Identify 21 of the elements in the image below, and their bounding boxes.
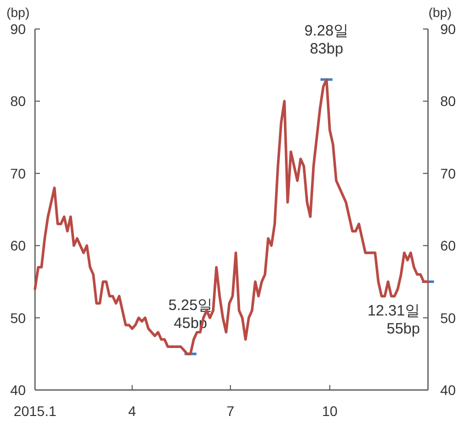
annotation: 9.28일 83bp <box>304 22 349 58</box>
y2-axis-title: (bp) <box>428 5 452 20</box>
y-tick-label: 60 <box>10 238 26 254</box>
y-tick-label: 40 <box>10 382 26 398</box>
y2-tick-label: 70 <box>440 165 456 182</box>
y2-tick-label: 50 <box>440 310 456 326</box>
y2-tick-label: 80 <box>440 93 456 110</box>
y-tick-label: 70 <box>10 165 26 182</box>
line-series <box>34 78 430 356</box>
y2-tick-label: 40 <box>440 382 456 398</box>
x-tick-label: 2015.1 <box>14 403 57 419</box>
x-tick-label: 10 <box>322 403 338 419</box>
y-tick-label: 90 <box>10 21 26 37</box>
y2-tick-label: 60 <box>440 238 456 254</box>
y2-tick-label: 90 <box>440 21 456 37</box>
x-tick-label: 4 <box>128 403 136 419</box>
y-axis-title: (bp) <box>6 5 30 20</box>
annotation: 12.31일 55bp <box>367 302 420 338</box>
x-tick-label: 7 <box>226 403 235 419</box>
y-tick-label: 50 <box>10 310 26 326</box>
y-tick-label: 80 <box>10 93 26 110</box>
